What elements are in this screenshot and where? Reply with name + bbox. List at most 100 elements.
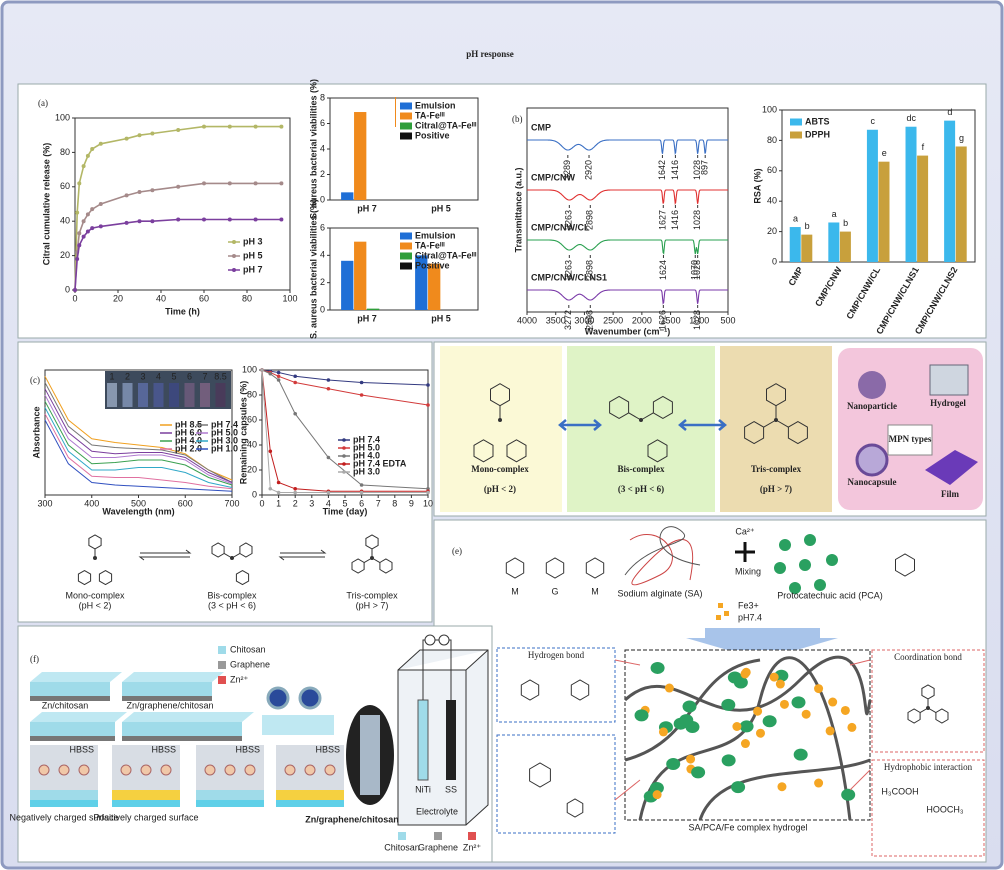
complex-condition: (pH > 7)	[356, 600, 389, 610]
ring	[379, 558, 393, 574]
bar	[905, 126, 917, 262]
point	[73, 288, 77, 292]
alginate-coil	[629, 534, 694, 586]
mpn-type: Film	[941, 489, 959, 499]
bar	[341, 260, 354, 310]
hbss-label: HBSS	[151, 744, 176, 754]
fe-dot	[814, 778, 824, 788]
y-tick-label: 0	[320, 194, 325, 204]
x-tick-label: 80	[242, 293, 252, 303]
bar-label: g	[959, 133, 964, 143]
point	[326, 490, 331, 495]
legend-swatch	[342, 446, 346, 450]
x-tick-label: 300	[37, 498, 52, 508]
spectrum	[527, 189, 728, 205]
legend-label: pH 4.0	[353, 450, 380, 460]
vial	[107, 383, 117, 407]
complex-condition: (pH < 2)	[79, 600, 112, 610]
fe-dot	[740, 669, 750, 679]
panel-label: (c)	[30, 375, 40, 385]
y-tick-label: 80	[60, 147, 70, 157]
y-axis-label: S. aureus bacterial viabilities (%)	[308, 79, 318, 219]
coating-slab	[30, 672, 122, 682]
y-tick-label: 6	[320, 222, 325, 232]
legend-swatch	[400, 252, 412, 260]
peak-label: 3263	[564, 210, 574, 230]
nanoparticle	[266, 686, 290, 710]
bar	[341, 192, 354, 200]
bar-label: f	[922, 142, 925, 152]
point	[176, 217, 181, 222]
fe-ion	[718, 603, 723, 608]
fe-dot	[779, 699, 789, 709]
bar	[789, 227, 801, 262]
point	[137, 189, 142, 194]
y-tick-label: 2	[320, 277, 325, 287]
plot-frame	[74, 117, 291, 291]
ion	[160, 764, 172, 776]
pca-dot	[739, 720, 754, 733]
ring	[211, 542, 225, 558]
y-tick-label: 20	[60, 250, 70, 260]
plot-frame	[329, 227, 479, 311]
pca-dot	[650, 661, 665, 674]
panel-ab	[17, 83, 987, 339]
point	[75, 210, 80, 215]
complex-name: Mono-complex	[471, 464, 529, 474]
nanoparticle-icon	[858, 371, 886, 399]
ring	[239, 542, 253, 558]
legend-swatch	[400, 112, 412, 120]
ring	[609, 395, 630, 419]
group-label: HOOCH₃	[926, 804, 963, 814]
trace-label: CMP	[531, 122, 551, 132]
complex-name: Mono-complex	[65, 590, 125, 600]
vial-label: 7	[202, 371, 207, 381]
legend-icon	[434, 832, 442, 840]
point	[81, 219, 86, 224]
fe-dot	[828, 697, 838, 707]
mpn-title: MPN types	[889, 434, 932, 444]
legend-label: Positive	[415, 260, 450, 270]
fe-dot	[847, 722, 857, 732]
polymer-chain	[698, 758, 871, 821]
complex-box	[567, 346, 715, 512]
legend-label: pH 7.4	[211, 419, 238, 429]
y-tick-label: 100	[55, 112, 70, 122]
point	[253, 181, 258, 186]
pca-dot	[762, 715, 777, 728]
wire	[422, 639, 452, 700]
hydrogen-label: Hydrogen bond	[528, 650, 585, 660]
bond	[363, 557, 373, 563]
x-tick-label: 3	[309, 498, 314, 508]
equilibrium-arrow	[278, 549, 327, 561]
peak-label: 1070	[690, 260, 700, 280]
legend-label: Chitosan	[230, 644, 266, 654]
legend-label: Zn²⁺	[230, 674, 249, 684]
plot-frame	[526, 107, 729, 313]
vial-label: 3	[140, 371, 145, 381]
line	[44, 407, 233, 488]
bar	[415, 255, 428, 310]
point	[426, 490, 430, 495]
fe-ion	[724, 611, 729, 616]
monomer-label: M	[511, 586, 519, 596]
point	[98, 202, 103, 206]
y-tick-label: 40	[60, 216, 70, 226]
point	[268, 486, 273, 491]
electrode-label: SS	[445, 784, 457, 794]
x-axis-label: Wavelength (nm)	[102, 506, 174, 516]
vial	[153, 383, 164, 407]
fe-dot	[840, 705, 850, 715]
fe-ion	[716, 615, 721, 620]
ring	[365, 534, 379, 550]
point	[268, 371, 273, 376]
peak-label: 1627	[658, 210, 668, 230]
x-tick-label: 60	[199, 293, 209, 303]
bar	[828, 222, 840, 262]
fe-dot	[753, 706, 763, 716]
point	[326, 378, 331, 382]
ion-label: Ca²⁺	[735, 526, 755, 536]
legend-swatch	[400, 102, 412, 110]
legend-label: TA-Feᴵᴵᴵ	[415, 110, 445, 120]
panel-label: (f)	[30, 654, 39, 664]
